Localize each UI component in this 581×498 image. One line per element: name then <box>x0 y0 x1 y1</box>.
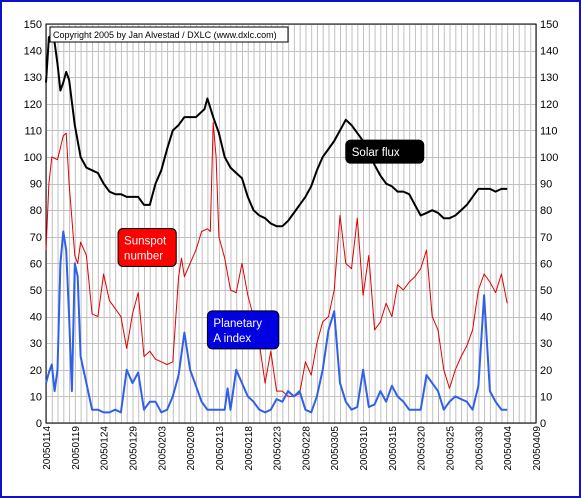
y-tick-label-right: 10 <box>540 391 552 403</box>
y-axis-right: 0 10 20 30 40 50 60 70 80 90 100 110 120 130 140 150 <box>540 19 558 430</box>
sunspot-number-label: Sunspot number <box>117 227 177 267</box>
y-tick-label-right: 110 <box>540 125 558 137</box>
x-tick-label: 20050330 <box>474 426 485 471</box>
x-tick-label: 20050305 <box>330 426 341 471</box>
y-tick-label-left: 100 <box>24 152 42 164</box>
x-tick-label: 20050218 <box>244 426 255 471</box>
x-tick-label: 20050325 <box>446 426 457 471</box>
y-tick-label-left: 150 <box>24 19 42 31</box>
plot-area <box>46 24 536 423</box>
y-tick-label-right: 30 <box>540 338 552 350</box>
x-tick-label: 20050114 <box>42 426 53 470</box>
y-tick-label-right: 0 <box>540 418 546 430</box>
y-tick-label-right: 100 <box>540 152 558 164</box>
series-label-box <box>345 139 425 164</box>
y-tick-label-right: 70 <box>540 232 552 244</box>
y-tick-label-right: 50 <box>540 285 552 297</box>
series-label-text: Solar flux <box>352 147 400 159</box>
copyright-text: Copyright 2005 by Jan Alvestad / DXLC (w… <box>53 30 277 40</box>
x-axis: 20050114 20050119 20050124 20050129 20050203… <box>42 426 543 471</box>
y-tick-label-left: 0 <box>36 418 42 430</box>
solar-flux-label: Solar flux <box>345 139 425 164</box>
x-tick-label: 20050320 <box>417 426 428 471</box>
y-tick-label-left: 90 <box>30 179 42 191</box>
series-labels: Solar flux Sunspot number Planetary A index <box>117 139 425 350</box>
x-tick-label: 20050119 <box>71 426 82 470</box>
y-tick-label-left: 140 <box>24 46 42 58</box>
series-label-box <box>117 227 177 267</box>
y-tick-label-right: 80 <box>540 205 552 217</box>
y-tick-label-left: 30 <box>30 338 42 350</box>
x-tick-label: 20050409 <box>532 426 543 471</box>
solar-flux-line <box>45 33 508 228</box>
series-label-text: number <box>124 250 163 262</box>
planetary-a-index-line <box>45 230 508 414</box>
series-label-text: Planetary <box>213 318 262 330</box>
series-label-text: A index <box>213 333 251 345</box>
x-tick-label: 20050310 <box>359 426 370 471</box>
x-tick-label: 20050223 <box>273 426 284 471</box>
series-label-box <box>206 310 280 350</box>
y-tick-label-left: 70 <box>30 232 42 244</box>
y-tick-label-left: 80 <box>30 205 42 217</box>
y-tick-label-right: 130 <box>540 72 558 84</box>
y-tick-label-left: 130 <box>24 72 42 84</box>
y-tick-label-left: 10 <box>30 391 42 403</box>
y-tick-label-left: 110 <box>24 125 42 137</box>
x-tick-label: 20050228 <box>301 426 312 471</box>
planetary-a-index-label: Planetary A index <box>206 310 280 350</box>
series-label-text: Sunspot <box>124 235 167 247</box>
copyright-box: Copyright 2005 by Jan Alvestad / DXLC (w… <box>49 26 289 43</box>
y-tick-label-left: 40 <box>30 312 42 324</box>
y-axis-left: 0 10 20 30 40 50 60 70 80 90 100 110 120 130 140 150 <box>24 19 42 430</box>
y-tick-label-right: 60 <box>540 258 552 270</box>
y-tick-label-right: 150 <box>540 19 558 31</box>
y-tick-label-left: 60 <box>30 258 42 270</box>
x-tick-label: 20050404 <box>503 426 514 471</box>
x-tick-label: 20050124 <box>100 426 111 471</box>
y-tick-label-right: 40 <box>540 312 552 324</box>
x-tick-label: 20050315 <box>388 426 399 471</box>
y-tick-label-left: 20 <box>30 365 42 377</box>
y-tick-label-right: 20 <box>540 365 552 377</box>
x-tick-label: 20050208 <box>186 426 197 471</box>
x-tick-label: 20050129 <box>128 426 139 471</box>
y-tick-label-right: 120 <box>540 99 558 111</box>
y-tick-label-right: 90 <box>540 179 552 191</box>
plot-border <box>45 23 537 424</box>
x-tick-label: 20050213 <box>215 426 226 471</box>
y-tick-label-right: 140 <box>540 46 558 58</box>
y-tick-label-left: 50 <box>30 285 42 297</box>
y-tick-label-left: 120 <box>24 99 42 111</box>
x-tick-label: 20050203 <box>157 426 168 471</box>
